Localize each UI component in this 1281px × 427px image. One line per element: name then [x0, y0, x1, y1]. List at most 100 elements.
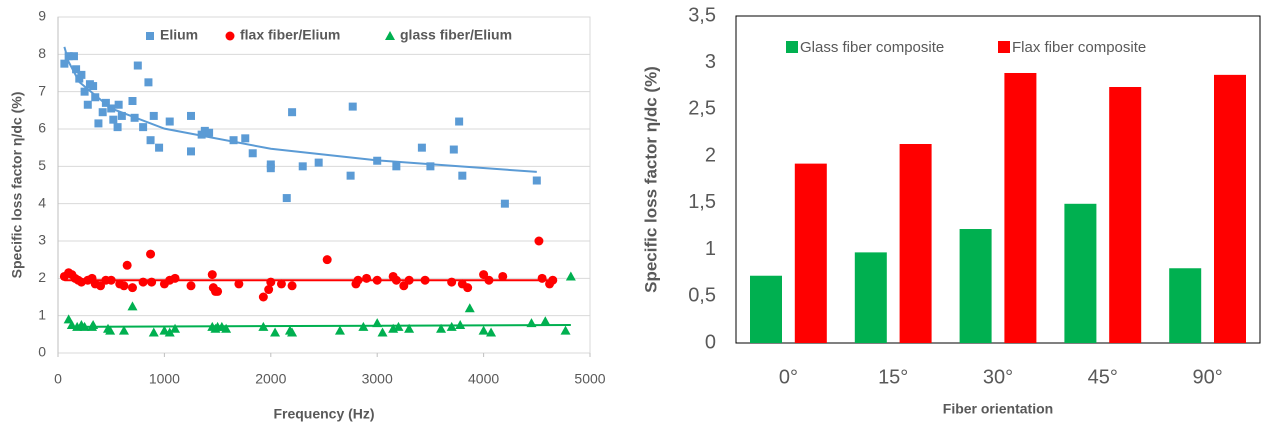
- point: [241, 134, 250, 143]
- point: [458, 171, 467, 180]
- y-tick-label: 8: [38, 45, 46, 61]
- y-tick-label: 3: [705, 51, 716, 73]
- point: [63, 314, 74, 324]
- y-axis-label: Specific loss factor η/dc (%): [641, 66, 660, 293]
- point: [170, 323, 181, 333]
- point: [234, 279, 244, 289]
- point: [109, 115, 118, 124]
- point: [60, 59, 69, 68]
- point: [119, 281, 129, 291]
- point: [213, 286, 223, 296]
- point: [287, 281, 297, 291]
- point: [80, 87, 89, 96]
- point: [165, 117, 174, 126]
- point: [69, 52, 78, 61]
- point: [270, 327, 281, 337]
- legend-label: Flax fiber composite: [1012, 39, 1146, 56]
- legend-marker: [146, 32, 154, 40]
- bar: [1109, 87, 1142, 344]
- point: [417, 143, 426, 152]
- point: [464, 303, 475, 313]
- legend-swatch: [998, 41, 1010, 53]
- point: [133, 61, 142, 70]
- plot-frame: [735, 15, 1261, 344]
- point: [560, 325, 571, 335]
- y-tick-label: 5: [38, 157, 46, 173]
- point: [205, 128, 214, 137]
- bar: [1169, 268, 1202, 343]
- point: [186, 281, 196, 291]
- y-tick-label: 2: [38, 269, 46, 285]
- x-axis-label: Fiber orientation: [943, 401, 1053, 417]
- point: [187, 111, 195, 120]
- point: [149, 111, 158, 120]
- x-tick-label: 2000: [255, 371, 286, 387]
- point: [200, 126, 209, 135]
- point: [187, 147, 195, 156]
- point: [264, 285, 274, 295]
- point: [449, 145, 458, 154]
- point: [540, 316, 551, 326]
- point: [98, 108, 107, 117]
- point: [447, 277, 457, 287]
- y-tick-label: 6: [38, 120, 46, 136]
- point: [479, 270, 489, 280]
- y-tick-label: 4: [38, 194, 46, 210]
- point: [346, 171, 355, 180]
- y-tick-label: 7: [38, 82, 46, 98]
- legend-swatch: [786, 41, 798, 53]
- x-tick-label: 0: [54, 371, 62, 387]
- point: [221, 323, 232, 333]
- point: [91, 93, 100, 102]
- point: [248, 149, 257, 158]
- point: [276, 279, 286, 289]
- y-tick-label: 1,5: [688, 191, 716, 213]
- point: [64, 52, 73, 61]
- point: [155, 143, 164, 152]
- point: [127, 283, 137, 293]
- y-tick-label: 1: [705, 238, 716, 260]
- x-tick-label: 90°: [1192, 366, 1222, 388]
- point: [399, 281, 409, 291]
- point: [348, 102, 357, 111]
- point: [105, 325, 116, 335]
- bar: [1064, 203, 1097, 343]
- point: [282, 194, 291, 203]
- point: [362, 273, 372, 283]
- y-tick-label: 0: [705, 331, 716, 353]
- point: [148, 327, 159, 337]
- x-tick-label: 15°: [878, 366, 908, 388]
- point: [114, 100, 123, 109]
- point: [170, 273, 180, 283]
- point: [146, 136, 155, 145]
- point: [266, 164, 275, 173]
- point: [89, 82, 98, 91]
- y-tick-label: 1: [38, 306, 46, 322]
- point: [478, 325, 489, 335]
- x-tick-label: 5000: [574, 371, 605, 387]
- y-tick-label: 0: [38, 344, 46, 360]
- bar: [959, 229, 992, 343]
- y-tick-label: 2,5: [688, 98, 716, 120]
- bar: [794, 163, 827, 343]
- x-tick-label: 0°: [779, 366, 798, 388]
- y-tick-label: 9: [38, 8, 46, 24]
- bar: [750, 275, 782, 343]
- legend-label: Elium: [160, 27, 198, 43]
- point: [565, 271, 576, 281]
- point: [72, 65, 81, 74]
- point: [287, 327, 298, 337]
- trend-line: [68, 324, 571, 328]
- point: [144, 78, 153, 87]
- legend-label: flax fiber/Elium: [240, 27, 340, 43]
- point: [314, 158, 323, 167]
- point: [127, 301, 138, 311]
- x-tick-label: 30°: [983, 366, 1013, 388]
- x-tick-label: 3000: [362, 371, 393, 387]
- point: [377, 327, 388, 337]
- point: [164, 327, 175, 337]
- x-tick-label: 4000: [468, 371, 499, 387]
- bar: [899, 143, 932, 343]
- x-tick-label: 45°: [1088, 366, 1118, 388]
- point: [463, 283, 473, 293]
